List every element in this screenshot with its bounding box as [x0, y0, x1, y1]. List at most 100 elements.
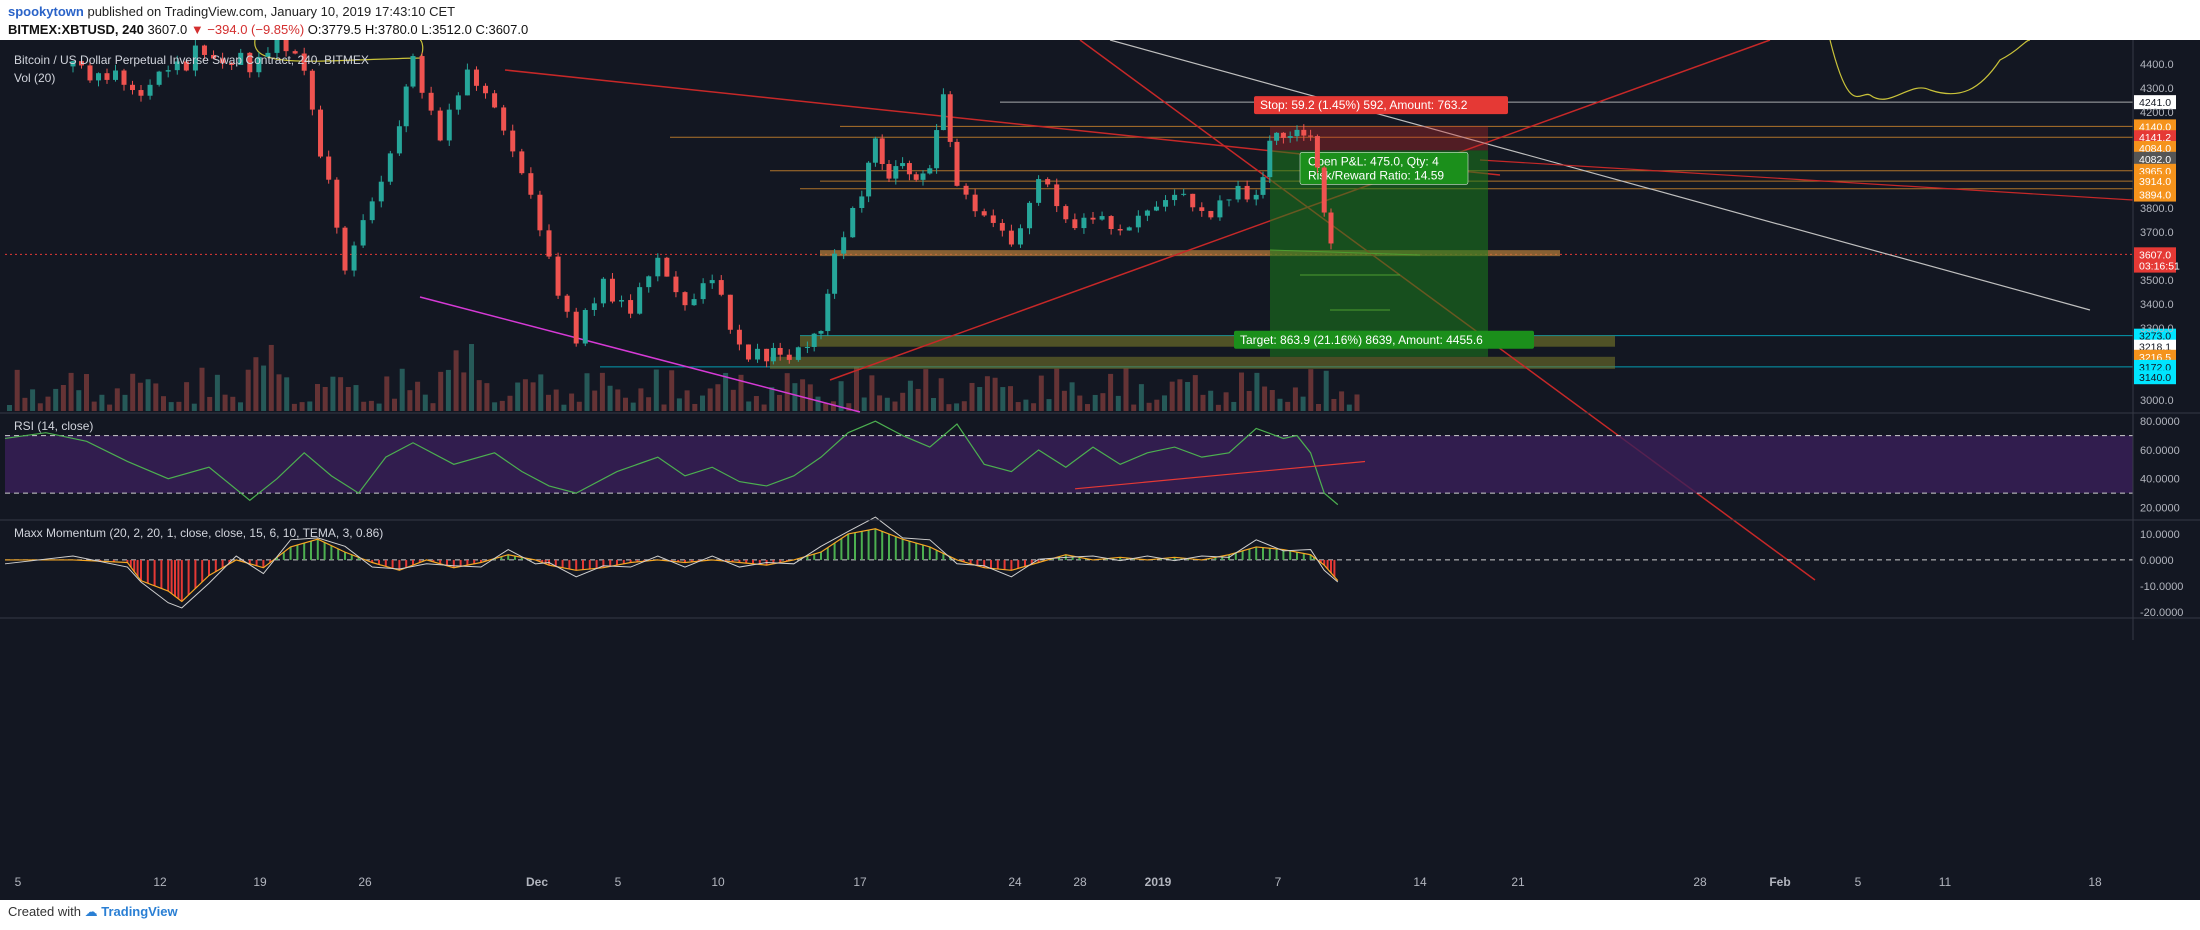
candle-body [1072, 219, 1078, 229]
volume-bar [723, 372, 729, 411]
volume-bar [1339, 391, 1345, 411]
volume-bar [22, 397, 28, 411]
momentum-histogram-bar [1160, 558, 1162, 560]
candle-body [1144, 210, 1150, 216]
price-level-tag [2134, 141, 2176, 155]
volume-bar [884, 397, 890, 411]
price-chart[interactable]: 4241.04140.04141.24084.04082.03965.03914… [0, 40, 2200, 900]
red-trendline-right [1479, 159, 2134, 201]
candle-body [519, 151, 525, 174]
momentum-histogram-bar [357, 557, 360, 560]
momentum-tick-label: -20.0000 [2140, 607, 2183, 619]
candle-body [628, 300, 634, 314]
momentum-histogram-bar [180, 559, 183, 602]
candle-body [934, 130, 940, 169]
tradingview-brand[interactable]: TradingView [101, 904, 178, 919]
momentum-histogram-bar [384, 559, 387, 567]
momentum-histogram-bar [323, 542, 326, 560]
pnl-label-ratio: Risk/Reward Ratio: 14.59 [1308, 168, 1444, 182]
momentum-histogram-bar [133, 559, 136, 572]
author-name[interactable]: spookytown [8, 4, 84, 19]
stop-label-box [1254, 96, 1508, 115]
price-level-label: 03:16:51 [2139, 261, 2180, 273]
momentum-histogram-bar [1214, 557, 1217, 560]
volume-bar [984, 376, 990, 411]
momentum-histogram-bar [935, 550, 938, 560]
candle-body [1208, 210, 1214, 218]
momentum-tick-label: 10.0000 [2140, 529, 2180, 541]
price-change: ▼ −394.0 (−9.85%) [190, 22, 305, 37]
momentum-histogram-bar [187, 559, 190, 595]
volume-bar [1031, 403, 1037, 411]
momentum-histogram-bar [1187, 558, 1190, 560]
volume-bar [37, 403, 43, 411]
momentum-histogram-bar [826, 547, 829, 560]
candle-body [1027, 202, 1033, 229]
time-tick-label: Dec [526, 875, 548, 889]
momentum-histogram-bar [738, 559, 741, 563]
volume-bar [1262, 386, 1268, 411]
volume-bar [1346, 404, 1352, 411]
momentum-histogram-bar [177, 559, 180, 599]
volume-bar [107, 404, 113, 411]
tradingview-logo-icon: ☁ [84, 904, 98, 919]
volume-bar [515, 382, 521, 411]
time-tick-label: 7 [1275, 875, 1282, 889]
symbol-label: BITMEX:XBTUSD, 240 [8, 22, 144, 37]
momentum-histogram-bar [772, 559, 775, 564]
candle-body [378, 181, 384, 202]
candle-body [360, 220, 366, 246]
candle-body [664, 257, 670, 277]
publish-info: spookytown published on TradingView.com,… [8, 4, 455, 19]
volume-bar [276, 374, 282, 411]
momentum-histogram-bar [208, 559, 210, 576]
momentum-histogram-bar [595, 559, 598, 569]
volume-bar [145, 379, 151, 411]
volume-bar [284, 377, 290, 411]
volume-bar [415, 381, 421, 411]
volume-bar [1246, 390, 1252, 411]
volume-bar [923, 369, 929, 411]
candle-body [755, 348, 761, 360]
candle-body [990, 215, 996, 223]
momentum-histogram-bar [1003, 559, 1006, 570]
time-tick-label: 5 [1855, 875, 1862, 889]
momentum-histogram-bar [136, 559, 139, 577]
candle-body [1253, 194, 1259, 200]
momentum-histogram-bar [901, 539, 904, 560]
candle-body [879, 138, 885, 165]
candle-body [1017, 228, 1023, 245]
momentum-histogram-bar [922, 545, 924, 560]
volume-bar [184, 382, 190, 411]
volume-bar [969, 382, 975, 411]
price-level-tag [2134, 174, 2176, 189]
stop-zone [1270, 126, 1488, 151]
volume-bar [1008, 386, 1013, 411]
candle-body [220, 58, 226, 64]
momentum-histogram-bar [248, 559, 251, 564]
volume-bar [830, 401, 836, 411]
candle-body [96, 73, 101, 81]
long-position-tool[interactable]: Stop: 59.2 (1.45%) 592, Amount: 763.2 Ope… [1234, 96, 1534, 357]
momentum-histogram-bar [126, 559, 129, 563]
candle-body [927, 168, 933, 174]
volume-bar [407, 390, 413, 411]
momentum-histogram-bar [140, 559, 142, 581]
price-level-tag [2134, 187, 2176, 202]
volume-bar [60, 384, 66, 411]
momentum-histogram-bar [446, 559, 448, 566]
volume-bar [1023, 399, 1029, 411]
volume-bar [1146, 402, 1152, 411]
volume-bar [30, 389, 36, 411]
candle-body [192, 45, 198, 71]
momentum-histogram-bar [888, 533, 890, 560]
price-level-label: 4082.0 [2139, 154, 2171, 166]
volume-bar [661, 404, 667, 411]
candle-body [419, 56, 425, 93]
candle-body [1172, 194, 1178, 201]
volume-bar [1200, 394, 1206, 411]
momentum-histogram-bar [908, 541, 911, 560]
volume-bar [561, 404, 567, 411]
volume-bar [1192, 375, 1198, 411]
momentum-histogram-bar [1132, 558, 1135, 560]
